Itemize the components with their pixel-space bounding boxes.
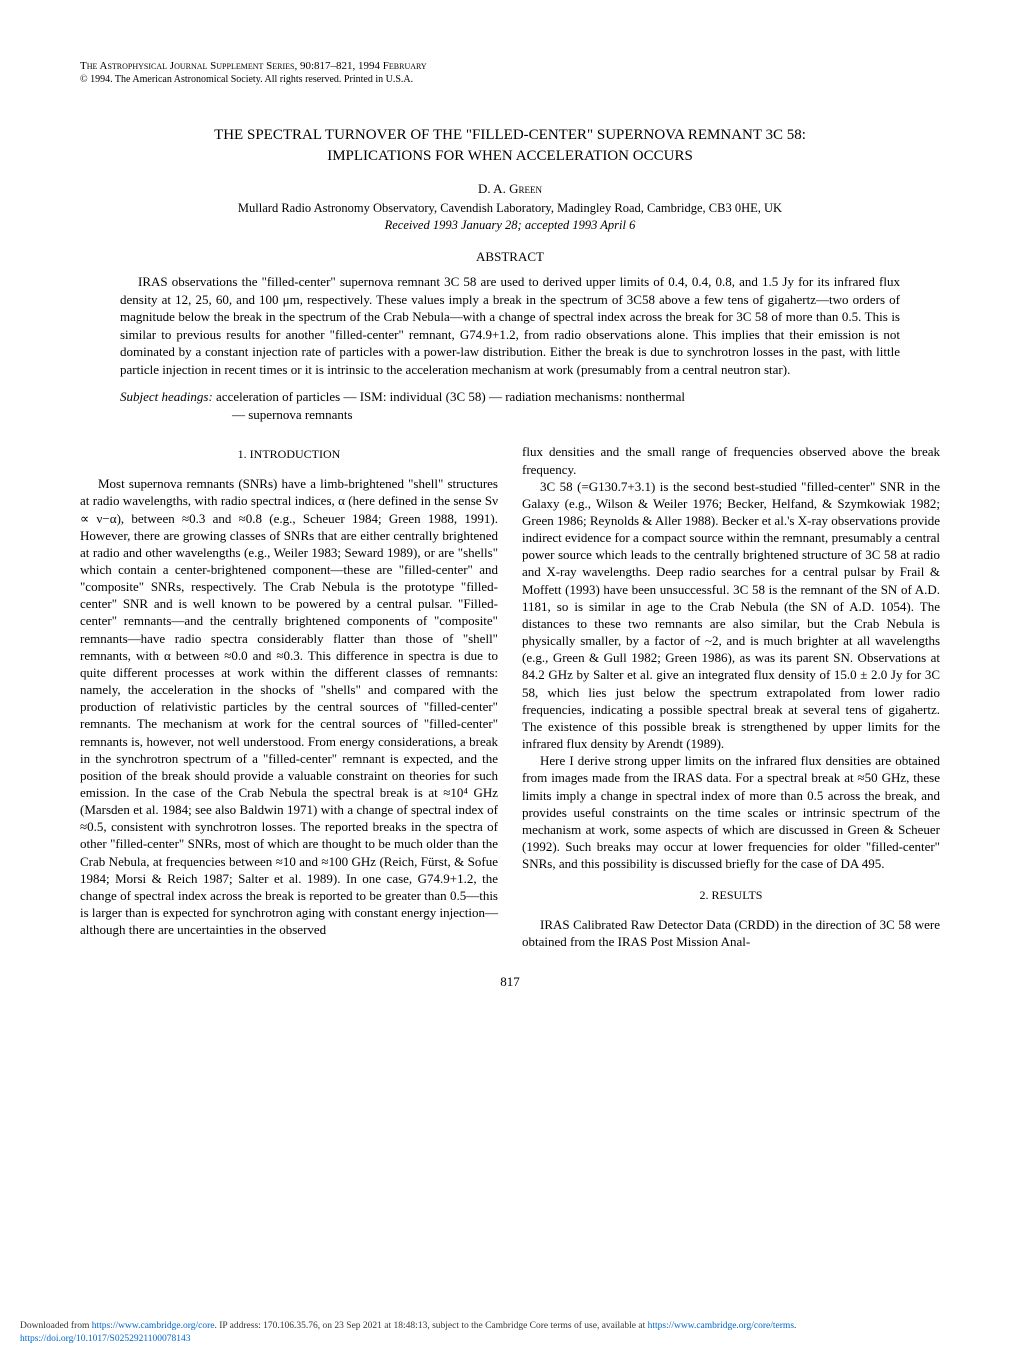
footer-suffix: . — [794, 1321, 796, 1331]
page-number: 817 — [80, 974, 940, 990]
intro-paragraph-1: Most supernova remnants (SNRs) have a li… — [80, 475, 498, 938]
subject-headings-label: Subject headings: — [120, 389, 213, 404]
footer-link-terms[interactable]: https://www.cambridge.org/core/terms — [648, 1321, 794, 1331]
abstract-heading: ABSTRACT — [80, 249, 940, 265]
journal-header: The Astrophysical Journal Supplement Ser… — [80, 60, 940, 72]
results-paragraph-1: IRAS Calibrated Raw Detector Data (CRDD)… — [522, 916, 940, 950]
download-footer: Downloaded from https://www.cambridge.or… — [20, 1320, 1000, 1345]
copyright-line: © 1994. The American Astronomical Societ… — [80, 74, 940, 85]
abstract-body: IRAS observations the "filled-center" su… — [120, 273, 900, 378]
title-line-1: THE SPECTRAL TURNOVER OF THE "FILLED-CEN… — [214, 127, 806, 143]
footer-prefix: Downloaded from — [20, 1321, 92, 1331]
section-2-heading: 2. RESULTS — [522, 888, 940, 904]
footer-link-core[interactable]: https://www.cambridge.org/core — [92, 1321, 215, 1331]
intro-paragraph-2: 3C 58 (=G130.7+3.1) is the second best-s… — [522, 478, 940, 753]
received-dates: Received 1993 January 28; accepted 1993 … — [80, 218, 940, 233]
footer-mid: . IP address: 170.106.35.76, on 23 Sep 2… — [214, 1321, 647, 1331]
subject-headings-line-2: — supernova remnants — [232, 407, 353, 422]
title-line-2: IMPLICATIONS FOR WHEN ACCELERATION OCCUR… — [327, 148, 693, 164]
intro-paragraph-cont: flux densities and the small range of fr… — [522, 443, 940, 477]
paper-title: THE SPECTRAL TURNOVER OF THE "FILLED-CEN… — [160, 125, 860, 167]
section-1-heading: 1. INTRODUCTION — [80, 447, 498, 463]
left-column: 1. INTRODUCTION Most supernova remnants … — [80, 443, 498, 950]
footer-link-doi[interactable]: https://doi.org/10.1017/S025292110007814… — [20, 1334, 191, 1344]
right-column: flux densities and the small range of fr… — [522, 443, 940, 950]
subject-headings: Subject headings: acceleration of partic… — [120, 388, 900, 423]
two-column-body: 1. INTRODUCTION Most supernova remnants … — [80, 443, 940, 950]
intro-paragraph-3: Here I derive strong upper limits on the… — [522, 752, 940, 872]
subject-headings-line-1: acceleration of particles — ISM: individ… — [216, 389, 685, 404]
author-name: D. A. Green — [80, 181, 940, 197]
affiliation: Mullard Radio Astronomy Observatory, Cav… — [80, 201, 940, 216]
